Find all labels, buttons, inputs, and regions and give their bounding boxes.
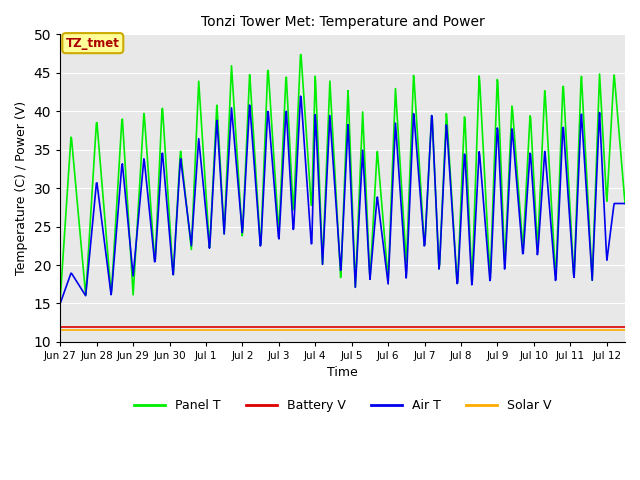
Solar V: [114, 327, 122, 333]
Battery V: [621, 324, 629, 329]
Air T: [497, 196, 505, 202]
Solar V: [507, 327, 515, 333]
Air T: [297, 93, 305, 99]
Air T: [621, 201, 629, 206]
Panel T: [114, 183, 122, 189]
Line: Air T: Air T: [60, 96, 625, 303]
Legend: Panel T, Battery V, Air T, Solar V: Panel T, Battery V, Air T, Solar V: [129, 394, 557, 417]
Panel T: [56, 297, 64, 302]
Solar V: [444, 327, 452, 333]
Air T: [445, 153, 452, 158]
Battery V: [497, 324, 504, 329]
Y-axis label: Temperature (C) / Power (V): Temperature (C) / Power (V): [15, 101, 28, 275]
Air T: [56, 300, 64, 306]
Panel T: [621, 201, 629, 206]
Solar V: [305, 327, 313, 333]
Line: Panel T: Panel T: [60, 55, 625, 300]
Panel T: [285, 119, 292, 124]
Air T: [285, 148, 292, 154]
Panel T: [508, 116, 515, 121]
X-axis label: Time: Time: [327, 367, 358, 380]
Panel T: [445, 143, 452, 149]
Text: TZ_tmet: TZ_tmet: [66, 36, 120, 49]
Battery V: [507, 324, 515, 329]
Panel T: [306, 177, 314, 183]
Battery V: [444, 324, 452, 329]
Solar V: [56, 327, 64, 333]
Battery V: [305, 324, 313, 329]
Battery V: [285, 324, 292, 329]
Air T: [114, 211, 122, 217]
Battery V: [56, 324, 64, 329]
Air T: [306, 216, 314, 222]
Panel T: [497, 168, 505, 174]
Solar V: [621, 327, 629, 333]
Panel T: [297, 52, 305, 58]
Solar V: [285, 327, 292, 333]
Air T: [508, 137, 515, 143]
Battery V: [114, 324, 122, 329]
Title: Tonzi Tower Met: Temperature and Power: Tonzi Tower Met: Temperature and Power: [201, 15, 484, 29]
Solar V: [497, 327, 504, 333]
